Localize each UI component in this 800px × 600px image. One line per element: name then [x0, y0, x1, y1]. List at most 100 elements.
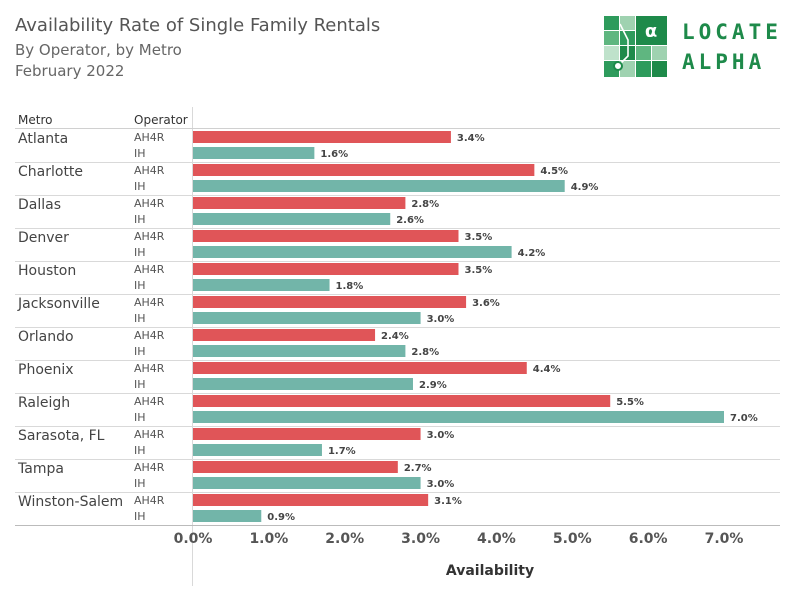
row-labels: Atlanta AH4R IH Charlotte AH4R IH Dallas AH4R IH…	[17, 131, 165, 523]
operator-label: AH4R	[134, 263, 165, 276]
operator-label: AH4R	[134, 494, 165, 507]
metro-label: Atlanta	[18, 131, 68, 147]
data-label: 3.4%	[457, 133, 485, 144]
operator-label: AH4R	[134, 461, 165, 474]
x-tick-label: 6.0%	[629, 531, 668, 547]
metro-label: Jacksonville	[17, 296, 100, 312]
bar-ih	[193, 312, 421, 324]
operator-label: AH4R	[134, 197, 165, 210]
data-label: 4.2%	[518, 248, 546, 259]
bar-ih	[193, 279, 330, 291]
data-label: 7.0%	[730, 413, 758, 424]
metro-label: Charlotte	[18, 164, 83, 180]
operator-label: AH4R	[134, 164, 165, 177]
x-axis: 0.0% 1.0% 2.0% 3.0% 4.0% 5.0% 6.0% 7.0%	[15, 525, 780, 547]
bar-ih	[193, 246, 512, 258]
bar-ah4r	[193, 197, 406, 209]
data-label: 0.9%	[267, 512, 295, 523]
operator-label: IH	[134, 411, 146, 424]
operator-label: IH	[134, 279, 146, 292]
chart-date: February 2022	[15, 62, 125, 80]
bar-ih	[193, 180, 565, 192]
bar-ah4r	[193, 395, 611, 407]
operator-label: IH	[134, 510, 146, 523]
metro-label: Sarasota, FL	[18, 428, 105, 444]
logo-grid-icon: α	[604, 16, 667, 77]
x-tick-label: 5.0%	[553, 531, 592, 547]
bar-ah4r	[193, 131, 451, 143]
operator-label: AH4R	[134, 131, 165, 144]
bar-ah4r	[193, 362, 527, 374]
chart-title: Availability Rate of Single Family Renta…	[15, 15, 381, 36]
bar-ah4r	[193, 461, 398, 473]
bar-ah4r	[193, 494, 429, 506]
data-label: 3.0%	[427, 430, 455, 441]
data-label: 3.5%	[465, 265, 493, 276]
logo-symbol: α	[645, 21, 657, 42]
bar-ih	[193, 213, 391, 225]
data-label: 3.0%	[427, 479, 455, 490]
bar-ih	[193, 345, 406, 357]
logo-text-line1: LOCATE	[682, 20, 782, 44]
metro-label: Houston	[18, 263, 76, 279]
operator-label: AH4R	[134, 395, 165, 408]
data-label: 2.8%	[411, 347, 439, 358]
bars	[193, 131, 724, 522]
metro-label: Denver	[18, 230, 69, 246]
data-label: 4.9%	[571, 182, 599, 193]
data-label: 1.7%	[328, 446, 356, 457]
data-label: 2.6%	[396, 215, 424, 226]
locate-alpha-logo: α LOCATE ALPHA	[604, 16, 794, 80]
bar-ah4r	[193, 230, 459, 242]
bar-ah4r	[193, 428, 421, 440]
bar-ih	[193, 147, 315, 159]
bar-ih	[193, 477, 421, 489]
data-label: 3.6%	[472, 298, 500, 309]
bar-ah4r	[193, 164, 535, 176]
operator-label: IH	[134, 444, 146, 457]
x-tick-label: 0.0%	[174, 531, 213, 547]
operator-label: IH	[134, 180, 146, 193]
operator-label: AH4R	[134, 230, 165, 243]
data-label: 4.5%	[540, 166, 568, 177]
operator-label: AH4R	[134, 362, 165, 375]
data-label: 3.0%	[427, 314, 455, 325]
logo-text-line2: ALPHA	[682, 50, 766, 74]
data-label: 2.9%	[419, 380, 447, 391]
operator-label: IH	[134, 246, 146, 259]
operator-label: AH4R	[134, 329, 165, 342]
x-tick-label: 4.0%	[477, 531, 516, 547]
bar-ih	[193, 378, 413, 390]
metro-label: Raleigh	[18, 395, 70, 411]
bar-ah4r	[193, 329, 376, 341]
operator-label: IH	[134, 345, 146, 358]
data-label: 2.7%	[404, 463, 432, 474]
chart-subtitle: By Operator, by Metro	[15, 41, 182, 59]
row-dividers	[15, 107, 780, 586]
x-tick-label: 2.0%	[325, 531, 364, 547]
metro-label: Dallas	[18, 197, 61, 213]
data-label: 1.8%	[336, 281, 364, 292]
data-label: 3.1%	[434, 496, 462, 507]
bar-ah4r	[193, 263, 459, 275]
data-label: 2.8%	[411, 199, 439, 210]
data-label: 1.6%	[320, 149, 348, 160]
metro-label: Phoenix	[18, 362, 74, 378]
operator-column-header: Operator	[134, 113, 188, 127]
metro-label: Orlando	[18, 329, 74, 345]
operator-label: IH	[134, 312, 146, 325]
data-label: 4.4%	[533, 364, 561, 375]
operator-label: AH4R	[134, 428, 165, 441]
operator-label: AH4R	[134, 296, 165, 309]
bar-ih	[193, 510, 262, 522]
operator-label: IH	[134, 213, 146, 226]
x-tick-label: 1.0%	[249, 531, 288, 547]
operator-label: IH	[134, 147, 146, 160]
bar-ih	[193, 411, 724, 423]
data-label: 3.5%	[465, 232, 493, 243]
data-labels: 3.4% 1.6% 4.5%4.9% 2.8% 2.6% 3.5% 4.2% 3.5% 1.8%…	[267, 133, 757, 523]
x-tick-label: 3.0%	[401, 531, 440, 547]
bar-ih	[193, 444, 322, 456]
data-label: 2.4%	[381, 331, 409, 342]
